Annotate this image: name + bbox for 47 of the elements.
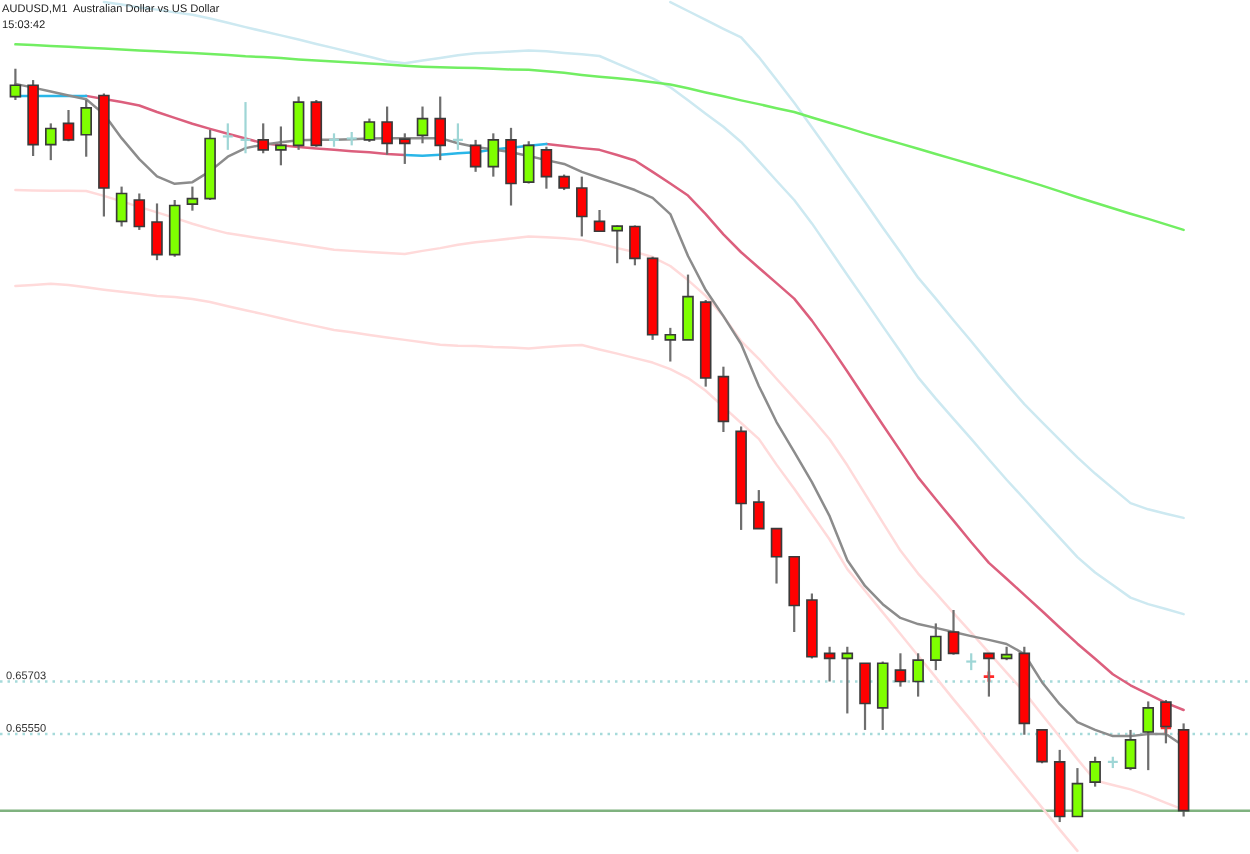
candlestick [1124,728,1137,772]
candlestick [876,660,889,732]
candlestick [186,185,199,212]
candlestick [576,175,588,238]
candlestick [1071,766,1084,818]
candlestick [80,98,92,158]
candlestick [629,224,641,267]
candlestick [859,662,871,732]
candlestick [1142,700,1155,772]
candlestick [540,145,553,190]
candlestick [894,652,907,688]
candlestick [770,527,783,585]
candlestick [221,122,234,151]
candlestick [133,192,146,232]
candlestick [363,117,376,144]
candlestick [275,125,287,167]
candlestick [930,622,942,672]
candlestick [151,202,163,262]
candlestick [947,608,960,656]
candlestick [381,105,393,156]
candlestick [717,365,730,434]
candlestick [292,95,305,151]
candlestick [522,140,535,185]
candlestick [45,122,57,162]
candlestick [912,652,924,698]
candlestick [310,98,323,148]
candlestick [841,645,854,715]
candlestick [62,108,75,143]
candlestick [593,208,606,234]
candlestick [1160,698,1172,745]
candlestick [416,105,429,145]
candlestick [611,224,624,265]
candlestick [9,67,22,102]
candlestick [434,95,446,162]
candlestick [753,488,765,530]
candlestick [823,645,836,683]
candlestick [399,132,411,166]
candlestick [469,138,482,173]
candlestick [451,122,464,151]
candlestick [505,126,517,207]
candlestick [115,185,128,228]
candlestick [682,273,694,341]
candlestick [664,326,677,363]
candlestick [257,122,269,155]
candlestick [1036,728,1048,765]
candlestick [487,132,500,178]
candlestick [1089,755,1101,788]
